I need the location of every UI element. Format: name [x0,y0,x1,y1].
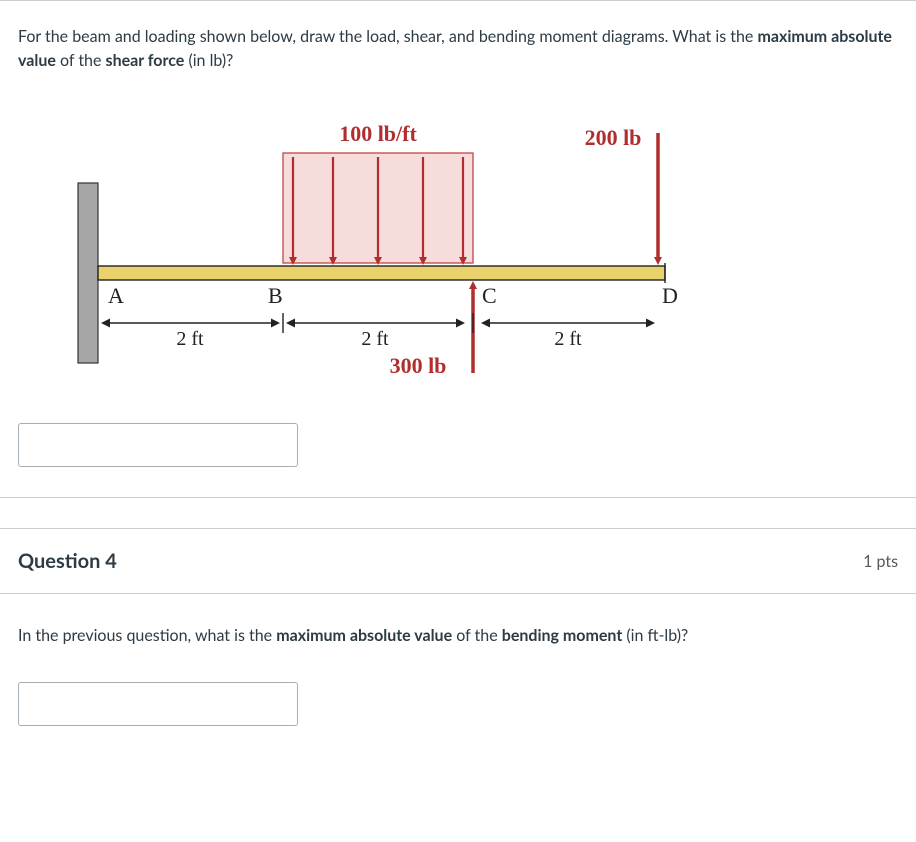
q3-text-d: shear force [106,51,185,70]
point-load-D-label: 200 lb [585,125,642,150]
question-4-header: Question 4 1 pts [0,528,916,594]
point-load-C-label: 300 lb [390,353,447,378]
dim-CD-label: 2 ft [554,328,582,350]
question-3-body: For the beam and loading shown below, dr… [0,1,916,497]
fixed-support [78,183,98,363]
beam-svg: 100 lb/ft 200 lb 300 lb A B C D 2 ft [58,113,698,393]
beam-diagram: 100 lb/ft 200 lb 300 lb A B C D 2 ft [58,113,698,393]
dim-AB-label: 2 ft [176,328,204,350]
node-C-label: C [482,283,497,308]
q4-text-e: (in ft-lb)? [622,626,688,645]
question-4-title: Question 4 [18,549,117,573]
beam-body [98,266,665,280]
dim-BC-label: 2 ft [361,328,389,350]
q4-answer-input[interactable] [18,682,298,726]
q3-text-a: For the beam and loading shown below, dr… [18,27,757,46]
question-4-points: 1 pts [863,552,898,571]
question-3-prompt: For the beam and loading shown below, dr… [18,25,898,73]
q4-text-c: of the [452,626,502,645]
question-4-body: In the previous question, what is the ma… [0,594,916,752]
node-A-label: A [108,283,124,308]
q4-text-a: In the previous question, what is the [18,626,276,645]
q3-text-e: (in lb)? [184,51,233,70]
question-4-prompt: In the previous question, what is the ma… [18,624,898,648]
dist-load-label: 100 lb/ft [339,121,417,146]
node-D-label: D [662,283,678,308]
q3-text-c: of the [56,51,106,70]
question-3-block: For the beam and loading shown below, dr… [0,0,916,498]
q4-text-b: maximum absolute value [276,626,452,645]
q4-text-d: bending moment [502,626,623,645]
q3-answer-input[interactable] [18,423,298,467]
node-B-label: B [268,283,283,308]
